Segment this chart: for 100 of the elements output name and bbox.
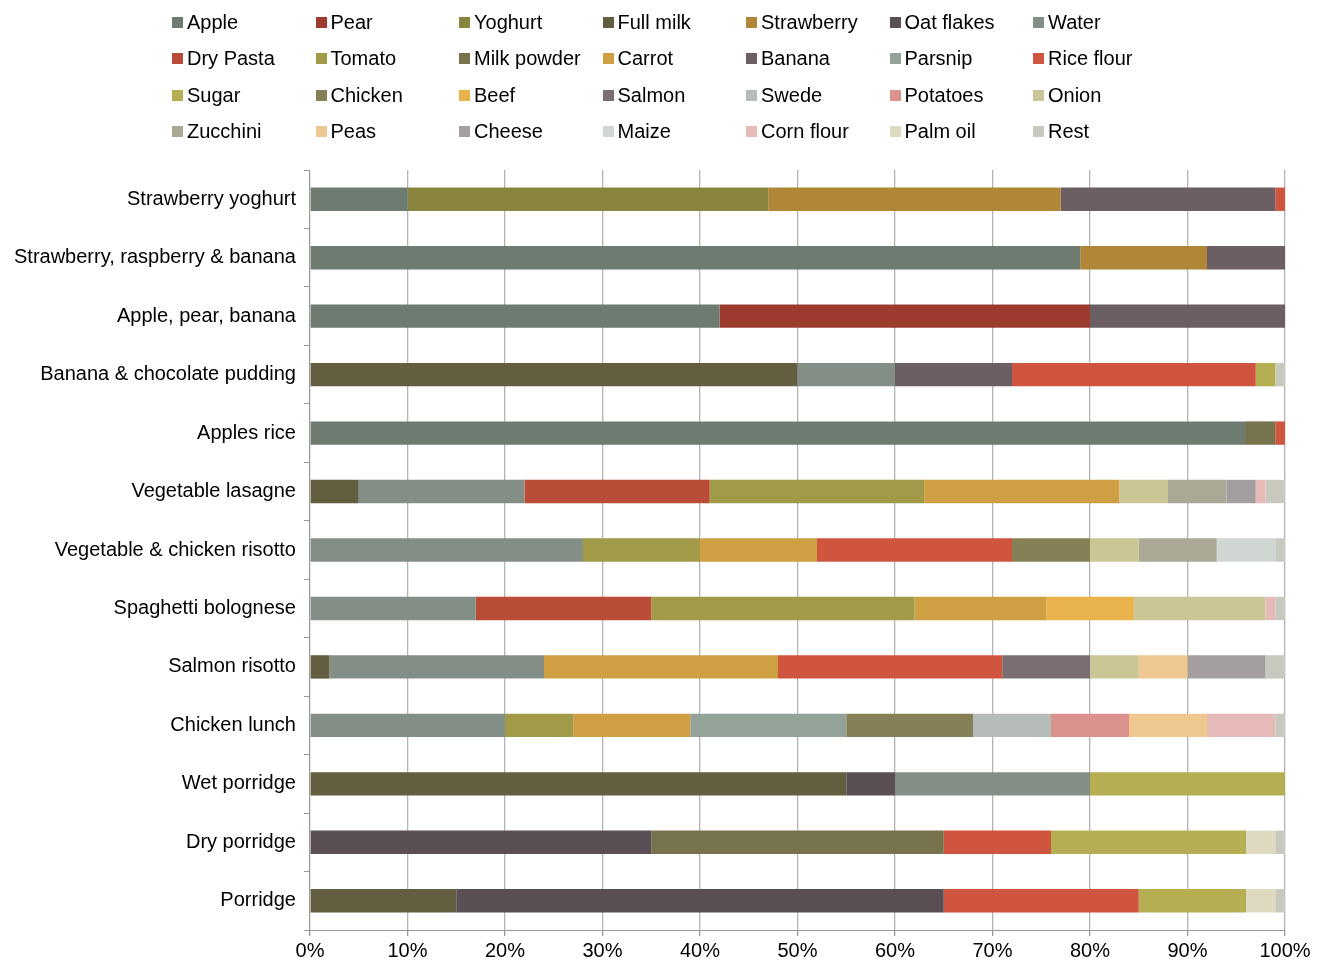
legend-label: Corn flour xyxy=(761,120,849,144)
legend-label: Onion xyxy=(1048,83,1102,107)
bar xyxy=(543,655,778,679)
bar xyxy=(846,772,895,796)
legend-label: Salmon xyxy=(617,83,686,107)
bar xyxy=(1275,830,1285,854)
bar xyxy=(310,479,359,504)
bar xyxy=(1046,596,1134,621)
bar xyxy=(1138,538,1217,562)
x-tick-label: 10% xyxy=(387,938,428,961)
legend-label: Full milk xyxy=(617,10,691,34)
legend-label: Rest xyxy=(1048,120,1090,144)
bar xyxy=(310,187,408,211)
bar xyxy=(1275,596,1285,621)
bar xyxy=(1255,479,1266,504)
y-tick-label: Porridge xyxy=(220,888,296,911)
bar xyxy=(1119,479,1168,504)
bar xyxy=(651,830,944,854)
bar xyxy=(690,713,847,738)
bar xyxy=(1246,830,1276,854)
bar xyxy=(1090,538,1139,562)
bar xyxy=(719,304,1090,328)
bar xyxy=(329,655,544,679)
bar xyxy=(310,772,847,796)
bar xyxy=(1275,362,1285,387)
bar xyxy=(1187,655,1266,679)
legend-label: Rice flour xyxy=(1048,47,1133,71)
bar xyxy=(1129,713,1207,738)
bar xyxy=(1012,538,1090,562)
bar xyxy=(1265,479,1285,504)
bar xyxy=(407,187,769,211)
x-tick-label: 70% xyxy=(972,938,1013,961)
bar xyxy=(768,187,1061,211)
bar xyxy=(1275,713,1285,738)
y-tick-label: Salmon risotto xyxy=(168,654,296,677)
x-tick-label: 90% xyxy=(1167,938,1208,961)
x-tick-label: 20% xyxy=(484,938,526,961)
bar xyxy=(573,713,691,738)
bar xyxy=(524,479,710,504)
x-tick-label: 0% xyxy=(295,938,325,961)
bar xyxy=(310,655,330,679)
bar xyxy=(777,655,1003,679)
y-tick-label: Strawberry, raspberry & banana xyxy=(14,245,297,268)
x-tick-label: 50% xyxy=(777,938,818,961)
bar xyxy=(310,421,1246,445)
bar xyxy=(914,596,1047,621)
legend-label: Maize xyxy=(617,120,671,144)
legend-label: Peas xyxy=(330,120,377,144)
y-tick-label: Banana & chocolate pudding xyxy=(40,362,296,385)
bar xyxy=(1051,830,1246,854)
bar xyxy=(1246,421,1276,445)
legend-label: Sugar xyxy=(187,83,241,107)
bar xyxy=(1216,538,1276,562)
bar xyxy=(1090,772,1285,796)
bar xyxy=(1265,655,1285,679)
y-tick-label: Strawberry yoghurt xyxy=(127,186,297,209)
legend-label: Water xyxy=(1048,10,1101,34)
bar xyxy=(1275,538,1285,562)
legend-label: Banana xyxy=(761,47,830,71)
bar xyxy=(1265,596,1276,621)
bar xyxy=(699,538,817,562)
bar xyxy=(894,362,1012,387)
bar xyxy=(1207,713,1276,738)
y-tick-label: Vegetable lasagne xyxy=(131,479,296,502)
bar xyxy=(1002,655,1090,679)
legend-label: Zucchini xyxy=(187,120,262,144)
legend-label: Parsnip xyxy=(904,47,973,71)
bar xyxy=(709,479,925,504)
bar xyxy=(310,538,583,562)
bar xyxy=(1080,246,1207,270)
legend-label: Milk powder xyxy=(474,47,581,71)
bar xyxy=(1012,362,1256,387)
bar xyxy=(310,362,798,387)
y-tick-label: Dry porridge xyxy=(185,829,296,852)
bar xyxy=(1133,596,1266,621)
bar xyxy=(1060,187,1276,211)
bar xyxy=(358,479,525,504)
legend-label: Beef xyxy=(474,83,516,107)
bar xyxy=(1275,421,1285,445)
legend-label: Chicken xyxy=(330,83,403,107)
legend-label: Tomato xyxy=(330,47,397,71)
bar xyxy=(943,830,1051,854)
legend-label: Carrot xyxy=(617,47,674,71)
bar xyxy=(310,246,1081,270)
bar xyxy=(651,596,915,621)
bar xyxy=(1138,655,1188,679)
bar xyxy=(310,830,652,854)
bar xyxy=(943,889,1139,913)
bar xyxy=(310,889,457,913)
bar xyxy=(1255,362,1276,387)
x-tick-label: 100% xyxy=(1259,938,1311,961)
bar xyxy=(310,596,476,621)
legend-label: Palm oil xyxy=(904,120,976,144)
legend-label: Yoghurt xyxy=(474,10,543,34)
y-tick-label: Vegetable & chicken risotto xyxy=(54,537,296,560)
bar xyxy=(924,479,1120,504)
x-tick-label: 60% xyxy=(874,938,916,961)
bar xyxy=(846,713,973,738)
bar xyxy=(310,713,505,738)
bar xyxy=(504,713,574,738)
